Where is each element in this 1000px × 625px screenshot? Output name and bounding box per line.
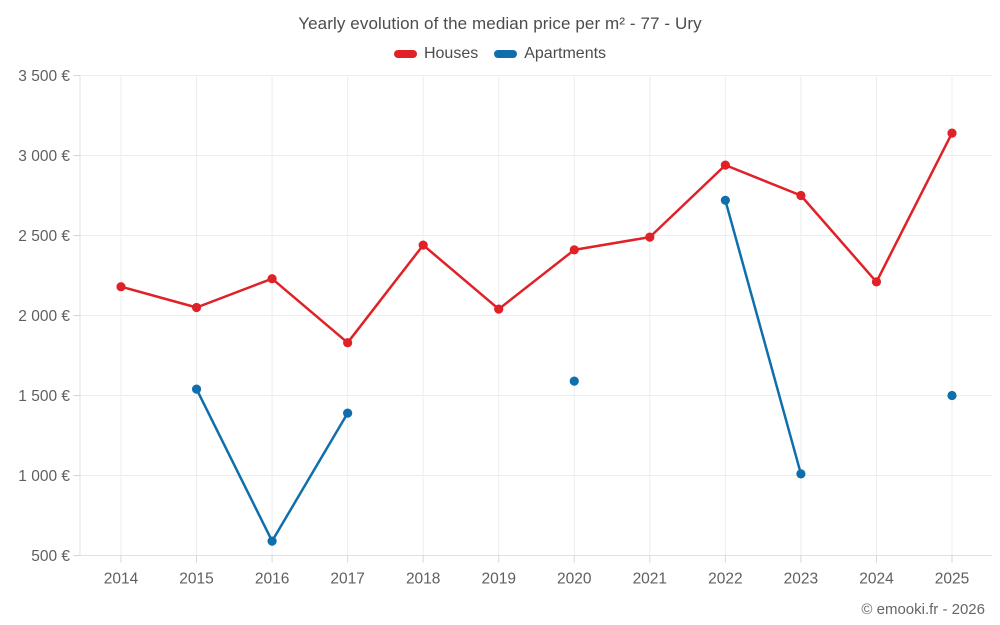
- legend-item-houses[interactable]: Houses: [393, 45, 479, 63]
- x-tick-label: 2020: [557, 571, 592, 588]
- chart-title: Yearly evolution of the median price per…: [298, 14, 702, 33]
- data-point-apartments-2017: [343, 408, 353, 418]
- legend-item-apartments[interactable]: Apartments: [494, 45, 606, 63]
- data-point-houses-2024: [871, 277, 882, 287]
- x-tick-label: 2017: [330, 571, 364, 588]
- legend-marker-apartments: [494, 50, 518, 58]
- data-point-apartments-2023: [796, 469, 806, 479]
- series-apartments: [191, 195, 957, 546]
- x-tick-label: 2016: [255, 571, 289, 588]
- data-point-apartments-2015: [191, 384, 202, 394]
- y-tick-label: 3 500 €: [18, 68, 70, 85]
- legend-label: Houses: [423, 45, 479, 62]
- y-axis-labels: 500 € 1 000 € 1 500 € 2 000 € 2 500 € 3 000 €…: [18, 68, 70, 565]
- y-tick-label: 3 000 €: [18, 148, 70, 165]
- legend-label: Apartments: [524, 45, 607, 62]
- data-point-apartments-2020: [569, 376, 579, 386]
- x-axis-labels: 2014 2015 2016 2017 2018 2019 2020 2021 2022 2023…: [104, 571, 969, 588]
- data-point-houses-2016: [267, 274, 277, 284]
- data-point-houses-2021: [645, 232, 655, 242]
- y-tick-label: 1 500 €: [18, 388, 70, 405]
- x-tick-label: 2018: [406, 571, 440, 588]
- data-point-houses-2018: [418, 240, 428, 250]
- data-point-houses-2020: [569, 245, 579, 255]
- data-point-houses-2017: [343, 338, 353, 348]
- x-tick-label: 2021: [633, 571, 667, 588]
- data-point-apartments-2025: [947, 390, 957, 401]
- series-houses: [116, 128, 957, 348]
- horizontal-gridlines: [79, 75, 992, 556]
- data-point-apartments-2022: [720, 195, 730, 205]
- data-point-houses-2022: [720, 160, 730, 170]
- x-tick-label: 2014: [104, 571, 139, 588]
- x-tick-label: 2022: [708, 571, 742, 588]
- legend-marker-houses: [393, 50, 417, 58]
- data-point-houses-2019: [494, 304, 504, 314]
- x-tick-label: 2019: [481, 571, 515, 588]
- data-point-houses-2015: [191, 302, 202, 313]
- data-point-houses-2025: [947, 128, 957, 138]
- x-tick-label: 2025: [935, 571, 969, 588]
- x-tick-label: 2024: [859, 571, 894, 588]
- data-point-houses-2023: [796, 190, 806, 201]
- y-tick-label: 2 500 €: [18, 228, 70, 245]
- x-tick-label: 2015: [179, 571, 213, 588]
- y-tick-label: 2 000 €: [18, 308, 70, 325]
- data-point-houses-2014: [116, 282, 126, 292]
- y-tick-label: 500 €: [31, 548, 70, 565]
- axis-ticks: [73, 75, 953, 563]
- data-point-apartments-2016: [267, 536, 277, 546]
- legend: Houses Apartments: [0, 45, 1000, 63]
- watermark-credit: © emooki.fr - 2026: [861, 601, 985, 618]
- y-tick-label: 1 000 €: [18, 468, 70, 485]
- x-tick-label: 2023: [784, 571, 818, 588]
